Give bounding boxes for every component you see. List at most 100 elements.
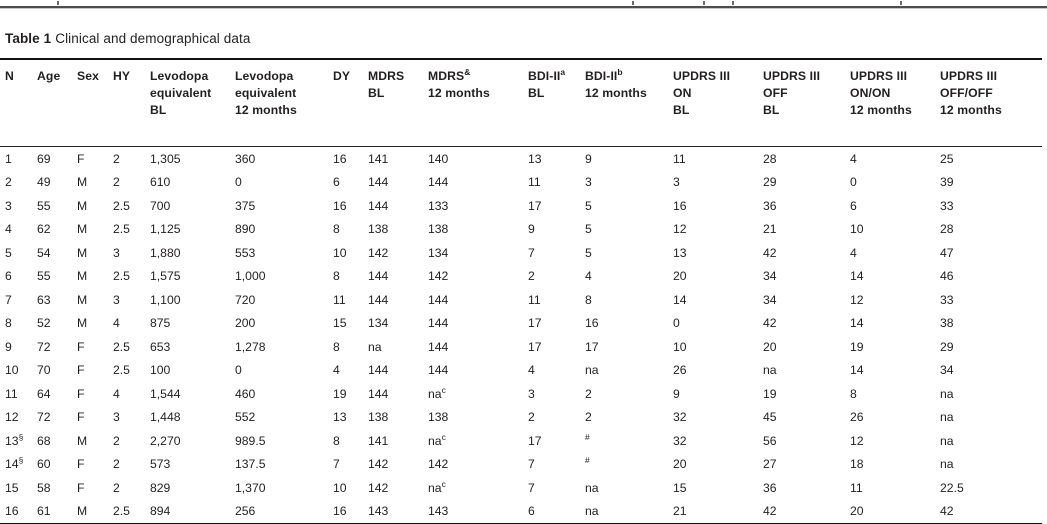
cell: 11	[528, 175, 541, 190]
table-row: 11 64 F 4 1,544 460 19 144 nac 3 2 9 19 8 na	[0, 382, 1042, 406]
cell: 7	[333, 457, 340, 472]
cell: 894	[150, 499, 235, 524]
cell: 33	[940, 292, 954, 307]
cell: 18	[850, 457, 864, 472]
cell: 144	[428, 363, 449, 378]
cell: 45	[763, 410, 777, 425]
cell: 360	[235, 151, 256, 166]
column-header: UPDRS III OFF/OFF 12 months	[940, 58, 1042, 147]
cell: 2	[113, 433, 120, 448]
cell: 14§	[5, 455, 24, 472]
cell: M	[77, 316, 88, 331]
cell: 14	[850, 269, 864, 284]
cell: 42	[763, 245, 777, 260]
cell: 144	[428, 316, 449, 331]
cell: 4	[333, 363, 340, 378]
cell: F	[77, 363, 85, 378]
cell: 2.5	[113, 269, 130, 284]
cell: 32	[673, 433, 687, 448]
table-row: 7 63 M 3 1,100 720 11 144 144 11 8 14 34 12 33	[0, 288, 1042, 312]
table-title-caption: Clinical and demographical data	[55, 31, 251, 46]
cell: 5	[5, 245, 12, 260]
cell: 138	[368, 410, 389, 425]
cell: 63	[37, 292, 51, 307]
cell: 58	[37, 480, 51, 495]
cell: M	[77, 198, 88, 213]
cell: 1,575	[150, 269, 181, 284]
cell: M	[77, 222, 88, 237]
cell: 2	[113, 457, 120, 472]
table-row: 16 61 M 2.5 894 256 16 143 143 6 na 21 42 20 42	[0, 499, 1042, 524]
cell: 5	[585, 245, 592, 260]
cell: 4	[850, 151, 857, 166]
cell: 2	[585, 386, 592, 401]
cell: 0	[235, 363, 242, 378]
cell: 2	[5, 175, 12, 190]
cell: 15	[5, 480, 19, 495]
cell: 22.5	[940, 480, 964, 495]
cell: 3	[673, 175, 680, 190]
cell: 46	[940, 269, 954, 284]
cell: 12	[850, 433, 864, 448]
header-row: N Age Sex HY Levodopa equivalent BL Levodopa equ…	[0, 58, 1042, 147]
cell: 144	[428, 292, 449, 307]
cell: 16	[0, 499, 37, 524]
column-header: MDRS& 12 months	[428, 58, 528, 147]
cell: 14	[850, 363, 864, 378]
cell: 28	[940, 222, 954, 237]
cell: #	[585, 431, 590, 442]
cell: 13	[528, 151, 542, 166]
column-header: Sex	[77, 58, 113, 147]
cell: nac	[428, 384, 446, 401]
cell: 17	[585, 339, 599, 354]
cell: 34	[763, 269, 777, 284]
cell: 1,000	[235, 269, 266, 284]
cell: F	[77, 339, 85, 354]
cell: 14	[850, 316, 864, 331]
cell: 9	[673, 386, 680, 401]
cell: 1,544	[150, 386, 181, 401]
cell: F	[77, 480, 85, 495]
table-row: 14§ 60 F 2 573 137.5 7 142 142 7 #20 27 18 na	[0, 453, 1042, 477]
cell: 700	[150, 198, 171, 213]
cell: 17	[528, 198, 542, 213]
cell: 141	[368, 151, 389, 166]
cell: 2.5	[113, 499, 150, 524]
column-header: UPDRS III ON/ON 12 months	[850, 58, 940, 147]
cell: 8	[850, 386, 857, 401]
column-header: UPDRS III OFF BL	[763, 58, 850, 147]
cell: 134	[428, 245, 449, 260]
cell: 2.5	[113, 339, 130, 354]
cell: 11	[673, 151, 686, 166]
cell: 27	[763, 457, 777, 472]
cell: 375	[235, 198, 256, 213]
cell: 21	[763, 222, 777, 237]
cell: 8	[333, 222, 340, 237]
cell: 33	[940, 198, 954, 213]
cell: na	[368, 339, 382, 354]
cell: 460	[235, 386, 256, 401]
column-header: UPDRS III ON BL	[673, 58, 763, 147]
cropped-text-remnant	[703, 1, 705, 5]
cell: 16	[333, 198, 347, 213]
column-header: HY	[113, 58, 150, 147]
cell: 3	[585, 175, 592, 190]
cell: 9	[5, 339, 12, 354]
cell: 6	[528, 499, 585, 524]
table-row: 13§ 68 M 2 2,270 989.5 8 141 nac 17 #32 56 12 na	[0, 429, 1042, 453]
cell: 0	[673, 316, 680, 331]
column-header: Levodopa equivalent 12 months	[235, 58, 333, 147]
cell: 7	[528, 480, 535, 495]
cell: 6	[850, 198, 857, 213]
cell: 56	[763, 433, 777, 448]
cell: 13	[333, 410, 347, 425]
cell: nac	[428, 431, 446, 448]
cell: 16	[333, 499, 368, 524]
cell: 20	[673, 457, 687, 472]
cell: 829	[150, 480, 171, 495]
cell: na	[940, 386, 954, 401]
column-header: Age	[37, 58, 77, 147]
cell: 49	[37, 175, 51, 190]
table-row: 1 69 F 2 1,305 360 16 141 140 13 9 11 28 4 25	[0, 147, 1042, 171]
